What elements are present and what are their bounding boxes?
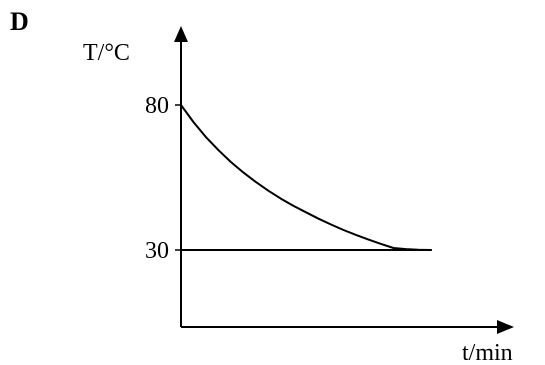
data-series — [180, 104, 432, 251]
y-tick-label: 80 — [145, 93, 169, 119]
x-axis-label: t/min — [462, 340, 513, 365]
y-axis-label: T/°C — [83, 40, 130, 66]
axes — [174, 26, 514, 334]
x-axis-arrow — [497, 320, 514, 334]
option-label: D — [10, 7, 29, 36]
decay-curve-series — [180, 104, 432, 251]
y-ticks: 80 30 — [145, 93, 181, 264]
y-axis-arrow — [174, 26, 188, 42]
y-tick-label: 30 — [145, 238, 169, 264]
